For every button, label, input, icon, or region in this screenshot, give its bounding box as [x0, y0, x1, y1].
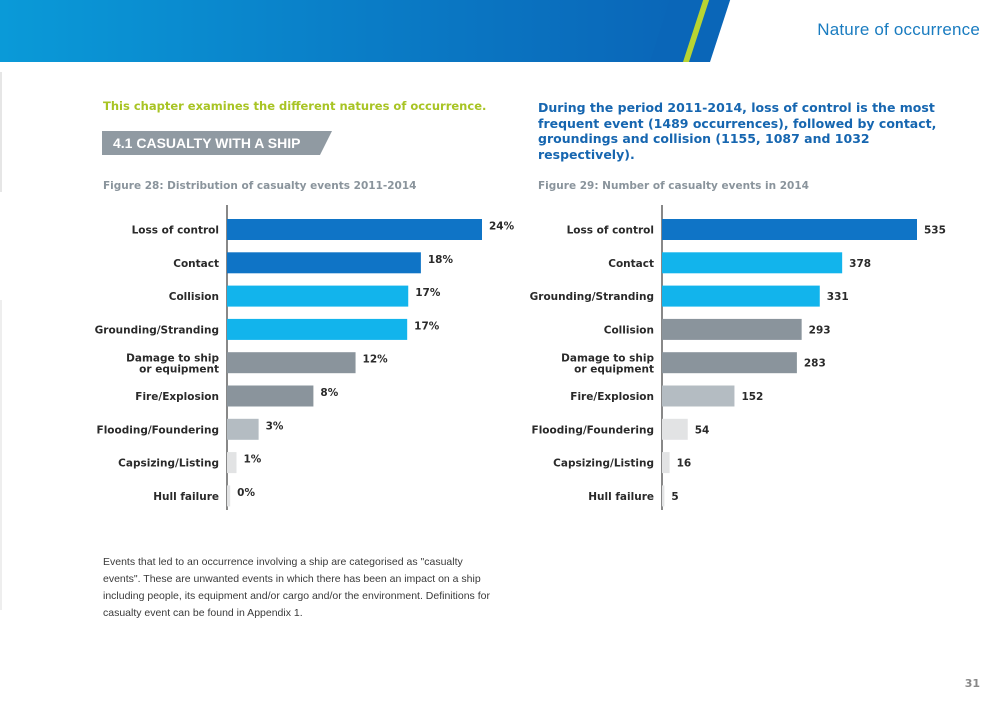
chart-1-value-label: 283 [804, 358, 826, 370]
chart-1-value-label: 54 [695, 424, 710, 436]
chart-0-bar [227, 452, 237, 474]
chart-1-value-label: 16 [677, 458, 692, 470]
figure-29-title: Figure 29: Number of casualty events in … [538, 180, 809, 192]
chart-0-category-label: Capsizing/Listing [118, 458, 219, 470]
chart-0-value-label: 1% [243, 454, 261, 466]
chart-1-bar [662, 252, 843, 274]
figure-28-svg: Loss of control 24% Contact 18% Collision 17%… [95, 205, 515, 510]
chapter-intro: This chapter examines the different natu… [103, 99, 487, 113]
chart-1-bar [662, 318, 802, 340]
figure-28-title: Figure 28: Distribution of casualty even… [103, 180, 417, 192]
chart-1-category-label: Collision [604, 324, 654, 336]
section-heading: 4.1 CASUALTY WITH A SHIP [102, 131, 332, 155]
chart-0-bar [227, 318, 408, 340]
chart-0-value-label: 8% [320, 387, 338, 399]
summary-highlight: During the period 2011-2014, loss of con… [538, 100, 937, 162]
chart-1-category-label: Damage to ship or equipment [561, 353, 654, 376]
chart-1-bar [662, 285, 820, 307]
chart-1-value-label: 5 [671, 491, 678, 503]
chart-0-bar [227, 252, 421, 274]
chart-0-category-label: Contact [173, 258, 219, 270]
chart-0-category-label: Damage to ship or equipment [126, 353, 219, 376]
page-number: 31 [964, 677, 980, 690]
chart-1-bar [662, 352, 797, 374]
chart-0-bar [227, 352, 356, 374]
chart-1-category-label: Hull failure [588, 491, 654, 503]
chart-1-value-label: 331 [827, 291, 849, 303]
figure-29-chart: Loss of control 535 Contact 378 Grounding/St… [530, 205, 970, 515]
chart-0-value-label: 0% [237, 487, 255, 499]
chart-0-value-label: 17% [414, 320, 440, 332]
chart-0-category-label: Grounding/Stranding [95, 324, 219, 336]
chart-0-value-label: 18% [428, 254, 454, 266]
chart-1-value-label: 378 [849, 258, 871, 270]
chart-0-value-label: 24% [489, 221, 515, 233]
chart-1-category-label: Contact [608, 258, 654, 270]
margin-rule [0, 300, 2, 610]
page-header-title: Nature of occurrence [817, 20, 980, 39]
chart-0-category-label: Flooding/Foundering [97, 424, 219, 436]
chart-1-category-label: Flooding/Foundering [532, 424, 654, 436]
chart-0-bar [227, 285, 409, 307]
chart-0-value-label: 3% [266, 420, 284, 432]
chart-1-value-label: 535 [924, 225, 946, 237]
chart-1-category-label: Capsizing/Listing [553, 458, 654, 470]
chart-1-value-label: 293 [809, 324, 831, 336]
chart-0-bar [227, 219, 482, 240]
chart-1-bar [662, 418, 688, 440]
chart-1-bar [662, 452, 670, 474]
chart-1-bar [662, 219, 917, 240]
header-band [0, 0, 680, 62]
figure-29-svg: Loss of control 535 Contact 378 Grounding/St… [530, 205, 946, 510]
margin-rule [0, 72, 2, 192]
chart-0-bar [227, 485, 231, 507]
chart-1-category-label: Loss of control [567, 225, 654, 237]
chart-1-bar [662, 485, 665, 507]
chart-0-category-label: Loss of control [132, 225, 219, 237]
chart-0-bar [227, 418, 259, 440]
chart-1-bar [662, 385, 735, 407]
chart-0-category-label: Fire/Explosion [135, 391, 219, 403]
chart-1-category-label: Grounding/Stranding [530, 291, 654, 303]
chart-0-bar [227, 385, 314, 407]
chart-0-category-label: Collision [169, 291, 219, 303]
chart-1-category-label: Fire/Explosion [570, 391, 654, 403]
chart-1-value-label: 152 [741, 391, 763, 403]
figure-28-chart: Loss of control 24% Contact 18% Collision 17%… [95, 205, 535, 515]
chart-0-value-label: 12% [363, 354, 389, 366]
chart-0-category-label: Hull failure [153, 491, 219, 503]
body-paragraph: Events that led to an occurrence involvi… [103, 556, 490, 619]
section-heading-text: 4.1 CASUALTY WITH A SHIP [113, 135, 301, 151]
chart-0-value-label: 17% [415, 287, 441, 299]
